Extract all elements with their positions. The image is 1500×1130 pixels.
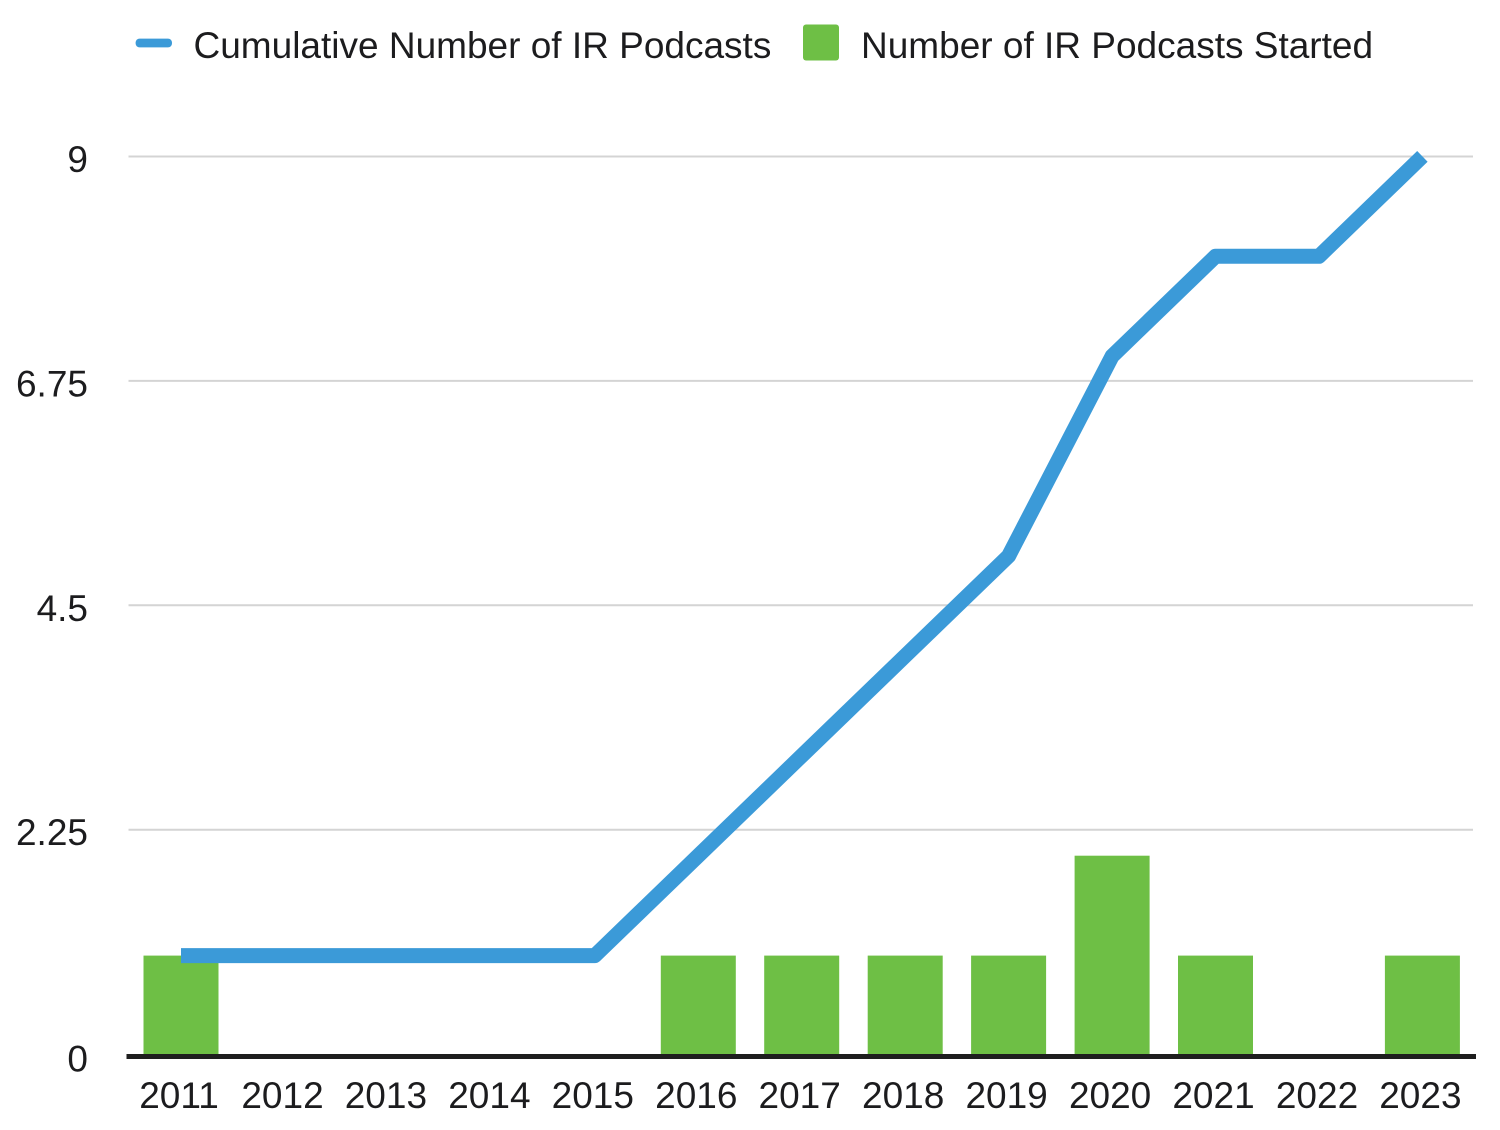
svg-text:2023: 2023: [1379, 1075, 1461, 1116]
svg-text:6.75: 6.75: [16, 363, 88, 404]
svg-text:2.25: 2.25: [16, 812, 88, 853]
svg-text:2020: 2020: [1069, 1075, 1151, 1116]
svg-text:2013: 2013: [345, 1075, 427, 1116]
svg-text:0: 0: [67, 1039, 88, 1080]
svg-text:4.5: 4.5: [37, 588, 88, 629]
svg-text:2019: 2019: [965, 1075, 1047, 1116]
svg-text:Number of IR Podcasts Started: Number of IR Podcasts Started: [861, 25, 1373, 66]
svg-text:2018: 2018: [862, 1075, 944, 1116]
svg-text:2011: 2011: [139, 1075, 219, 1116]
svg-text:9: 9: [67, 139, 88, 180]
svg-text:Cumulative Number of IR Podcas: Cumulative Number of IR Podcasts: [194, 25, 772, 66]
svg-text:2021: 2021: [1172, 1075, 1254, 1116]
svg-text:2017: 2017: [759, 1075, 841, 1116]
svg-text:2016: 2016: [655, 1075, 737, 1116]
svg-text:2022: 2022: [1276, 1075, 1358, 1116]
svg-text:2014: 2014: [448, 1075, 530, 1116]
svg-text:2012: 2012: [241, 1075, 323, 1116]
svg-text:2015: 2015: [552, 1075, 634, 1116]
